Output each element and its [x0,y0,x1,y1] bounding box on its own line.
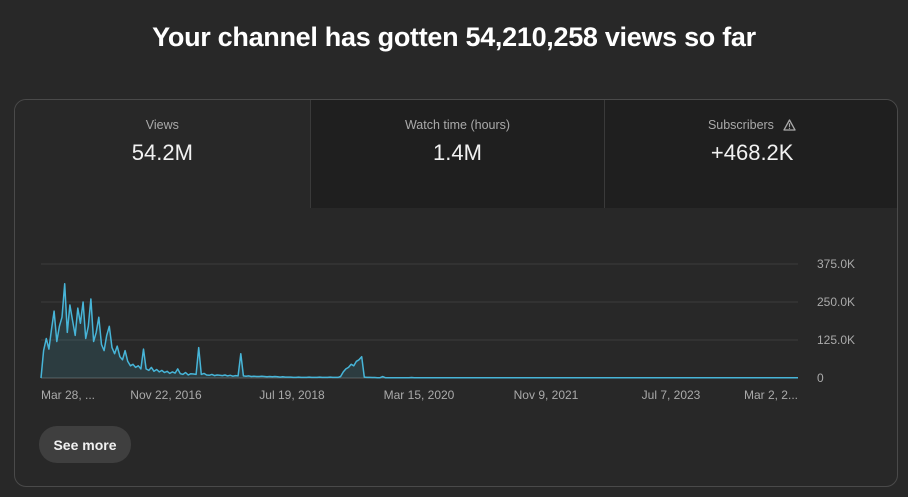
x-tick-label: Mar 28, ... [41,388,95,402]
y-tick-label: 125.0K [817,333,855,347]
tab-views[interactable]: Views 54.2M [15,100,310,208]
y-tick-label: 0 [817,371,824,385]
tab-views-value: 54.2M [131,140,193,165]
see-more-button[interactable]: See more [39,426,131,463]
tab-subscribers[interactable]: Subscribers +468.2K [604,100,897,208]
x-tick-label: Jul 19, 2018 [259,388,325,402]
tab-watch-time[interactable]: Watch time (hours) 1.4M [309,100,605,208]
metric-tabs: Views 54.2M Watch time (hours) 1.4M Subs… [15,100,897,208]
x-tick-label: Nov 9, 2021 [514,388,579,402]
tab-subscribers-label-row: Subscribers [605,118,897,134]
x-tick-label: Mar 15, 2020 [384,388,455,402]
y-tick-label: 250.0K [817,295,855,309]
views-chart: 375.0K 250.0K 125.0K 0 Mar 28, ... Nov 22, 2… [40,257,855,402]
x-tick-label: Nov 22, 2016 [130,388,202,402]
y-tick-label: 375.0K [817,257,855,271]
tab-subscribers-value: +468.2K [710,140,794,165]
tab-subscribers-label: Subscribers [707,118,774,132]
views-line [40,283,798,379]
tab-watch-time-value: 1.4M [433,140,482,165]
warning-icon[interactable] [783,119,797,134]
page-title: Your channel has gotten 54,210,258 views… [152,22,756,52]
tab-watch-time-label: Watch time (hours) [404,118,511,132]
tab-views-label: Views [145,118,179,132]
analytics-card: Views 54.2M Watch time (hours) 1.4M Subs… [14,99,898,487]
views-area [41,283,798,378]
x-tick-label: Jul 7, 2023 [642,388,701,402]
x-tick-label: Mar 2, 2... [744,388,798,402]
